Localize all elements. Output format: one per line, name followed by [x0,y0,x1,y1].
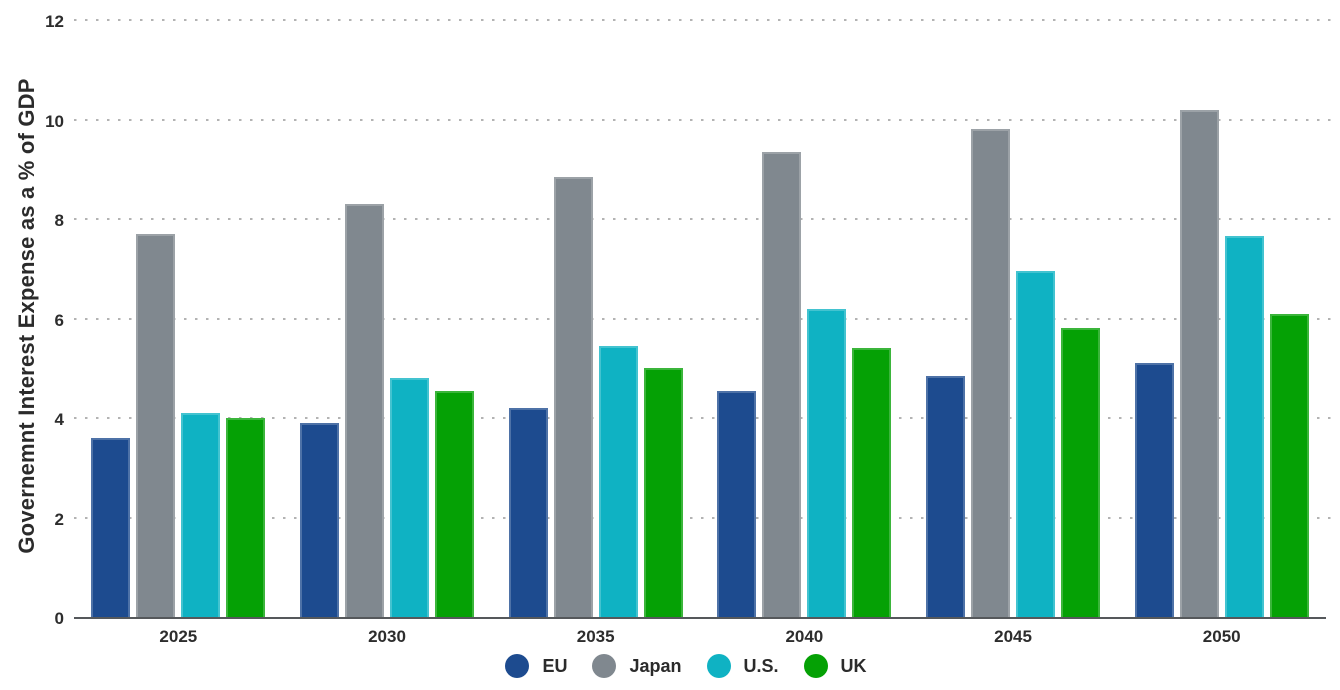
x-tick-label-2050: 2050 [1202,627,1241,646]
bar-group-2030 [283,22,492,618]
bar-eu-2050 [1134,363,1174,617]
gridline-8 [74,218,1334,220]
x-tick-label-2035: 2035 [576,627,615,646]
x-axis-labels: 2025 2030 2035 2040 2045 2050 [74,627,1326,647]
gridline-2 [74,516,1334,519]
legend-item-japan: Japan [592,654,682,678]
bar-eu-2035 [508,408,548,617]
bar-uk-2045 [1061,328,1101,617]
bar-japan-2035 [553,176,593,618]
bar-group-2040 [700,22,909,618]
bar-japan-2045 [971,129,1011,617]
x-tick-label-2040: 2040 [785,627,824,646]
bar-u-s-2050 [1224,236,1264,617]
y-tick-label-10: 10 [45,111,64,131]
legend-item-eu: EU [505,654,567,678]
y-axis-ticks: 0 2 4 6 8 10 12 [0,12,64,628]
bar-uk-2025 [226,418,266,617]
bar-u-s-2040 [807,308,847,618]
bars-layer [74,22,1326,618]
bar-uk-2035 [643,368,683,617]
bar-eu-2030 [300,422,339,618]
legend-label-uk: UK [840,655,867,676]
bar-u-s-2035 [598,345,638,618]
legend-label-japan: Japan [629,655,682,676]
x-tick-label-2025: 2025 [159,627,198,646]
legend-swatch-eu-icon [505,654,530,678]
bar-uk-2050 [1269,313,1309,618]
bar-eu-2045 [926,375,966,618]
legend: EU Japan U.S. UK [16,654,1340,678]
y-tick-label-4: 4 [54,410,64,429]
bar-group-2050 [1117,22,1326,618]
bar-japan-2050 [1179,109,1219,618]
legend-swatch-uk-icon [803,654,828,678]
y-tick-label-2: 2 [54,509,64,529]
legend-label-u-s: U.S. [743,655,779,676]
bar-group-2025 [74,22,283,618]
legend-item-u-s: U.S. [706,654,779,678]
gridline-12 [74,19,1334,21]
bar-u-s-2045 [1016,271,1056,617]
bar-u-s-2030 [390,378,429,617]
bar-uk-2040 [852,348,892,617]
plot-area [74,19,1334,619]
legend-swatch-u-s-icon [706,654,731,678]
y-tick-label-8: 8 [54,211,64,230]
y-tick-label-12: 12 [45,12,64,31]
bar-u-s-2025 [181,413,221,617]
bar-eu-2025 [91,437,131,618]
y-tick-label-6: 6 [54,310,64,330]
gridline-10 [74,118,1334,121]
bar-eu-2040 [717,390,757,618]
legend-swatch-japan-icon [592,654,617,678]
bar-japan-2025 [136,233,176,618]
y-tick-label-0: 0 [54,609,64,628]
bar-japan-2030 [345,204,384,617]
bar-group-2045 [909,22,1118,618]
bar-japan-2040 [762,151,802,618]
gridline-4 [74,417,1334,419]
bar-group-2035 [491,22,700,618]
gridline-6 [74,317,1334,320]
legend-item-uk: UK [803,654,867,678]
legend-label-eu: EU [542,655,568,676]
bar-uk-2030 [435,390,474,618]
x-tick-label-2030: 2030 [368,627,406,646]
x-tick-label-2045: 2045 [994,627,1032,646]
